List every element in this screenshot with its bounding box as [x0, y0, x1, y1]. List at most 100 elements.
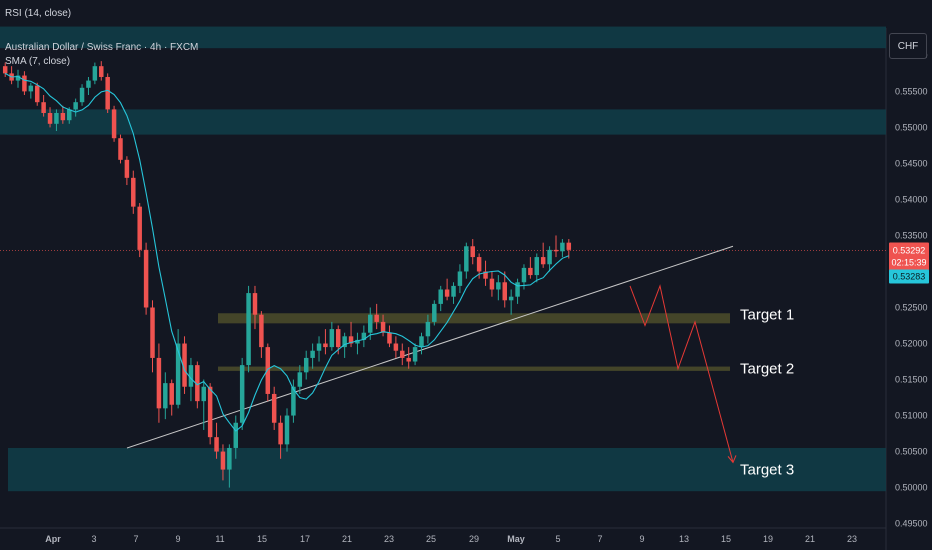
candle-body [547, 249, 552, 265]
candle-body [432, 303, 437, 322]
candle-body [374, 314, 379, 322]
candle-body [259, 314, 264, 348]
candle-body [239, 365, 245, 423]
x-tick-label: 25 [426, 534, 436, 544]
y-tick-label: 0.52500 [895, 302, 928, 312]
candle-body [515, 282, 520, 297]
candle-body [92, 66, 98, 81]
x-tick-label: 29 [469, 534, 479, 544]
projection-arrowhead [727, 455, 737, 464]
x-tick-label: 9 [639, 534, 644, 544]
candle-body [566, 242, 572, 250]
x-tick-label: 15 [721, 534, 731, 544]
candle-body [393, 343, 399, 351]
candle-body [169, 383, 174, 405]
candle-body [400, 350, 405, 358]
x-tick-label: 5 [555, 534, 560, 544]
last-price-tag-value: 0.53292 [893, 245, 926, 255]
sma-indicator-label[interactable]: SMA (7, close) [5, 56, 71, 67]
y-tick-label: 0.51000 [895, 411, 928, 421]
y-tick-label: 0.52000 [895, 339, 928, 349]
candle-body [342, 336, 347, 348]
y-tick-label: 0.50000 [895, 483, 928, 493]
candle-body [560, 242, 565, 252]
resistance-zone [0, 109, 886, 135]
candle-body [329, 329, 335, 348]
candle-body [214, 437, 219, 452]
x-tick-label: 9 [175, 534, 180, 544]
last-price-tag [889, 242, 929, 271]
candle-body [22, 75, 27, 92]
candle-body [355, 339, 360, 344]
candle-body [233, 422, 239, 448]
candle-body [444, 289, 450, 297]
candle-body [265, 347, 271, 394]
ascending-trendline [126, 245, 734, 449]
candle-body [316, 343, 322, 351]
candle-body [67, 109, 72, 121]
candle-body [252, 293, 258, 315]
x-tick-label: 17 [300, 534, 310, 544]
x-tick-label: 23 [384, 534, 394, 544]
candle-body [156, 357, 162, 409]
candle-body [54, 113, 59, 124]
x-tick-label: 7 [133, 534, 138, 544]
target-label-1: Target 1 [740, 307, 794, 324]
candle-body [34, 85, 40, 103]
candle-body [99, 66, 104, 77]
candle-body [207, 386, 213, 438]
top-band-zone [0, 26, 886, 49]
candle-body [118, 138, 123, 160]
candle-body [457, 271, 463, 286]
candle-body [534, 257, 540, 276]
candle-body [470, 246, 475, 258]
candle-body [425, 321, 431, 337]
candle-body [521, 267, 527, 283]
projection-path [629, 284, 734, 463]
currency-button[interactable]: CHF [889, 33, 927, 59]
sma-price-tag [889, 269, 929, 284]
candle-body [528, 267, 533, 276]
candle-body [451, 285, 456, 297]
candle-body [143, 249, 149, 308]
candle-body [124, 159, 130, 178]
candle-body [476, 257, 482, 272]
y-tick-label: 0.55500 [895, 86, 928, 96]
y-tick-label: 0.54500 [895, 158, 928, 168]
x-tick-label: 11 [215, 534, 224, 544]
candle-body [79, 87, 85, 103]
y-tick-label: 0.50500 [895, 447, 928, 457]
candle-body [310, 350, 315, 358]
candle-body [502, 282, 507, 301]
candle-body [47, 113, 53, 124]
candle-body [489, 278, 495, 290]
candle-body [278, 422, 283, 445]
candle-body [508, 296, 514, 301]
candle-body [105, 76, 110, 110]
candle-body [182, 343, 187, 387]
y-tick-label: 0.49500 [895, 519, 928, 529]
candle-body [15, 75, 21, 81]
candle-body [163, 383, 168, 409]
support-box-zone [218, 366, 730, 371]
candle-body [303, 357, 309, 373]
candle-body [361, 332, 367, 340]
y-tick-label: 0.53500 [895, 230, 928, 240]
y-tick-label: 0.55000 [895, 122, 928, 132]
candle-body [380, 321, 386, 333]
instrument-title: Australian Dollar / Swiss Franc · 4h · F… [5, 42, 199, 53]
sma-line [4, 72, 570, 432]
x-tick-label: 19 [763, 534, 773, 544]
x-tick-label: 13 [679, 534, 689, 544]
support-box-zone [218, 313, 730, 324]
candle-countdown: 02:15:39 [891, 257, 926, 267]
sma-price-tag-value: 0.53283 [893, 271, 926, 281]
candle-body [540, 257, 546, 265]
candle-body [2, 66, 8, 74]
candle-body [553, 249, 559, 252]
rsi-indicator-label[interactable]: RSI (14, close) [5, 8, 72, 19]
x-tick-label: 15 [257, 534, 267, 544]
candle-body [271, 393, 277, 423]
candle-body [60, 113, 66, 121]
